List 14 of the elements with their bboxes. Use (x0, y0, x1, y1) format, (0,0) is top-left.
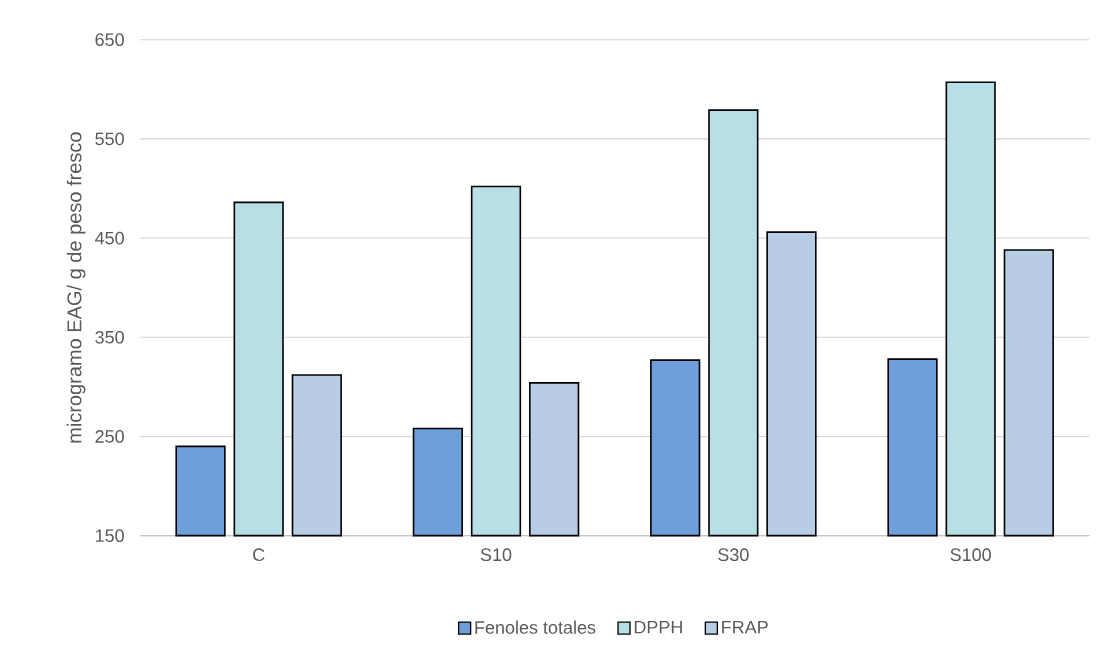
y-tick-label: 450 (95, 231, 124, 245)
y-tick-label: 350 (95, 330, 124, 344)
x-tick-label: S100 (950, 548, 991, 562)
y-tick-label: 650 (95, 33, 124, 47)
y-tick-label: 550 (95, 132, 124, 146)
x-tick-label: S10 (480, 548, 512, 562)
y-tick-label: 150 (95, 529, 124, 543)
x-tick-label: S30 (718, 548, 749, 562)
y-tick-label: 250 (95, 430, 124, 443)
x-tick-label: C (253, 548, 265, 562)
y-axis-title: microgramo EAG/ g de peso fresco (66, 132, 86, 443)
legend-label: Fenoles totales (475, 620, 596, 634)
legend-label: FRAP (722, 620, 768, 634)
legend-label: DPPH (634, 620, 682, 634)
